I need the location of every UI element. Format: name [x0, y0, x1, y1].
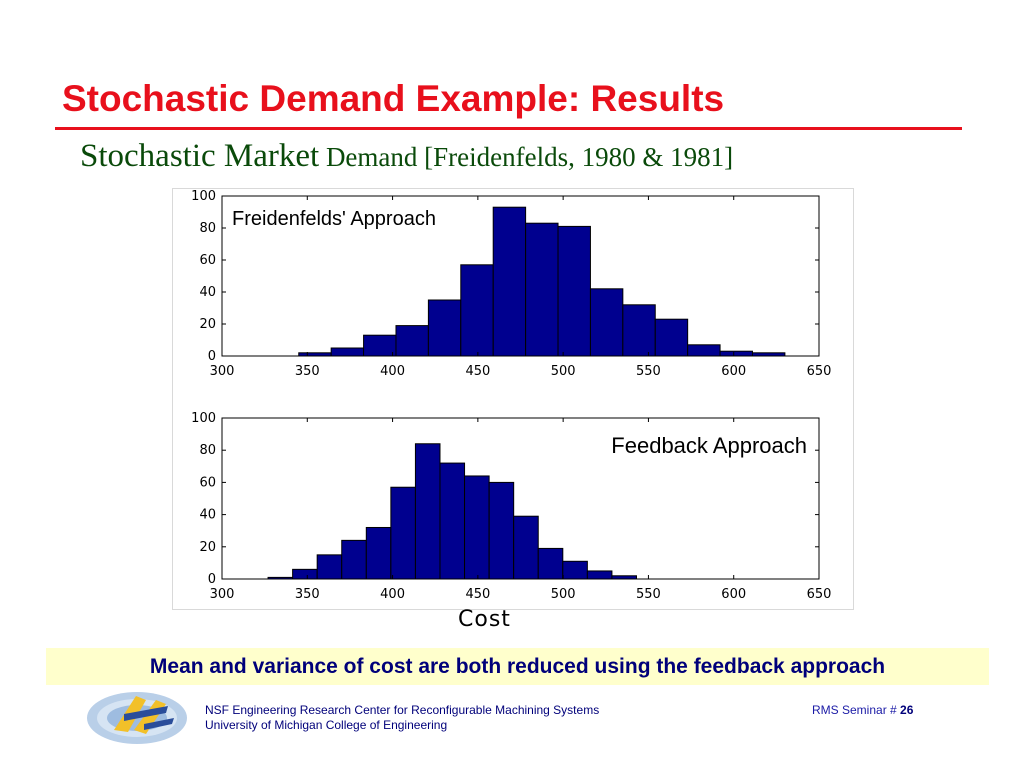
histogram-bar [557, 225, 591, 357]
histogram-bar [341, 539, 367, 580]
seminar-label: RMS Seminar # 26 [812, 703, 913, 717]
histogram-bar [488, 481, 515, 580]
footer-center-name: NSF Engineering Research Center for Reco… [205, 703, 600, 717]
footer-university: University of Michigan College of Engine… [205, 718, 448, 732]
x-tick-label: 350 [295, 587, 320, 602]
x-tick-label: 450 [465, 587, 490, 602]
histogram-bar [513, 515, 539, 580]
university-logo-icon [87, 692, 187, 744]
x-tick-label: 400 [380, 364, 405, 379]
histogram-bar [719, 350, 753, 357]
histogram-bar [464, 475, 490, 580]
subtitle-citation: Demand [Freidenfelds, 1980 & 1981] [319, 142, 734, 172]
x-tick-label: 650 [807, 587, 832, 602]
x-tick-label: 400 [380, 587, 405, 602]
histogram-bar [439, 462, 466, 580]
subtitle-main: Stochastic Market [80, 138, 320, 174]
slide-subtitle: Stochastic Market Demand [Freidenfelds, … [80, 138, 733, 175]
y-tick-label: 80 [199, 221, 216, 236]
histogram-bar [390, 486, 416, 580]
x-tick-label: 300 [210, 587, 235, 602]
chart-title-freidenfelds: Freidenfelds' Approach [232, 208, 436, 230]
histogram-bar [330, 347, 365, 357]
x-tick-label: 500 [551, 364, 576, 379]
y-tick-label: 40 [199, 508, 216, 523]
x-tick-label: 300 [210, 364, 235, 379]
seminar-text: RMS Seminar # [812, 703, 901, 717]
y-tick-label: 40 [199, 285, 216, 300]
histogram-bar [298, 352, 332, 357]
histogram-bar [562, 560, 588, 580]
histogram-bar [292, 568, 318, 580]
histogram-bar [316, 554, 343, 580]
x-tick-label: 550 [636, 364, 661, 379]
x-tick-label: 650 [807, 364, 832, 379]
x-tick-label: 600 [721, 587, 746, 602]
histogram-bar [751, 352, 786, 357]
y-tick-label: 20 [199, 540, 216, 555]
x-tick-label: 350 [295, 364, 320, 379]
histogram-bar [427, 299, 462, 357]
histogram-bar [365, 526, 392, 580]
y-tick-label: 100 [191, 411, 216, 426]
y-tick-label: 80 [199, 443, 216, 458]
x-tick-label: 450 [465, 364, 490, 379]
conclusion-banner: Mean and variance of cost are both reduc… [46, 648, 989, 685]
x-tick-label: 500 [551, 587, 576, 602]
page-number: 26 [900, 703, 914, 717]
histogram-bar [589, 288, 624, 357]
histogram-bar [687, 344, 721, 357]
title-divider [55, 127, 962, 130]
y-tick-label: 100 [191, 189, 216, 204]
histogram-bar [622, 304, 656, 357]
slide-title: Stochastic Demand Example: Results [62, 78, 725, 119]
histogram-bar [395, 325, 429, 357]
histogram-bar [460, 264, 494, 357]
histogram-bar [363, 334, 397, 357]
y-tick-label: 60 [199, 475, 216, 490]
x-axis-label: Cost [458, 607, 511, 632]
y-tick-label: 0 [208, 349, 216, 364]
y-tick-label: 0 [208, 572, 216, 587]
y-tick-label: 20 [199, 317, 216, 332]
histogram-bar [537, 547, 564, 580]
histogram-bar [492, 206, 527, 357]
histogram-bar [267, 576, 294, 580]
x-tick-label: 550 [636, 587, 661, 602]
histogram-bar [586, 570, 613, 580]
x-tick-label: 600 [721, 364, 746, 379]
histogram-bar [414, 443, 441, 580]
chart-title-feedback: Feedback Approach [611, 433, 807, 458]
histogram-bar [611, 575, 637, 580]
histogram-bar [654, 318, 689, 357]
histogram-bar [525, 222, 559, 357]
y-tick-label: 60 [199, 253, 216, 268]
